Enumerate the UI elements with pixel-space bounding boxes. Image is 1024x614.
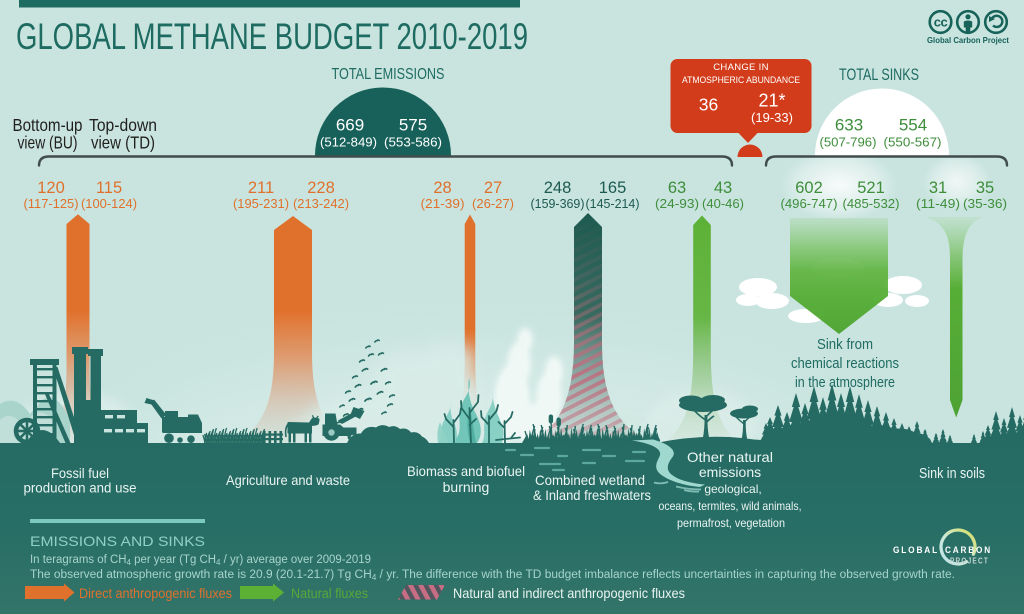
svg-text:TOTAL SINKS: TOTAL SINKS: [839, 66, 919, 84]
svg-text:(195-231): (195-231): [233, 196, 289, 211]
svg-text:63: 63: [668, 179, 686, 197]
svg-text:TOTAL EMISSIONS: TOTAL EMISSIONS: [332, 66, 445, 83]
svg-text:In teragrams of CH4 per year (: In teragrams of CH4 per year (Tg CH4 / y…: [30, 554, 371, 567]
svg-text:(100-124): (100-124): [81, 196, 137, 211]
svg-text:Global Carbon Project: Global Carbon Project: [927, 35, 1009, 45]
svg-text:(550-567): (550-567): [884, 135, 942, 150]
svg-text:Combined wetland: Combined wetland: [535, 472, 645, 488]
svg-text:cc: cc: [934, 15, 948, 30]
svg-text:Other natural: Other natural: [687, 449, 773, 465]
svg-text:521: 521: [857, 179, 885, 197]
svg-text:CARBON: CARBON: [945, 545, 992, 555]
svg-text:165: 165: [599, 179, 627, 197]
svg-text:575: 575: [399, 116, 427, 135]
svg-text:(507-796): (507-796): [820, 135, 877, 150]
svg-text:(159-369): (159-369): [531, 196, 585, 211]
svg-text:Sink from: Sink from: [817, 337, 873, 353]
svg-text:(496-747): (496-747): [781, 196, 838, 211]
svg-text:228: 228: [307, 179, 335, 197]
svg-text:(19-33): (19-33): [751, 110, 793, 125]
svg-text:(35-36): (35-36): [963, 196, 1007, 211]
svg-text:(26-27): (26-27): [472, 196, 514, 211]
svg-text:(40-46): (40-46): [702, 196, 744, 211]
svg-text:(485-532): (485-532): [843, 196, 900, 211]
svg-text:Top-down: Top-down: [89, 115, 157, 135]
svg-text:Biomass and biofuel: Biomass and biofuel: [407, 463, 525, 479]
svg-text:Bottom-up: Bottom-up: [13, 115, 83, 135]
svg-text:EMISSIONS AND SINKS: EMISSIONS AND SINKS: [30, 533, 205, 549]
svg-text:115: 115: [96, 179, 122, 197]
svg-text:(24-93): (24-93): [655, 196, 699, 211]
svg-text:(21-39): (21-39): [421, 196, 465, 211]
svg-text:27: 27: [484, 179, 502, 197]
svg-text:(11-49): (11-49): [916, 196, 960, 211]
svg-text:28: 28: [433, 179, 451, 197]
svg-text:view (TD): view (TD): [91, 133, 155, 153]
svg-text:36: 36: [699, 95, 718, 115]
svg-text:geological,: geological,: [704, 482, 761, 496]
svg-text:554: 554: [899, 116, 927, 135]
svg-text:in the atmosphere: in the atmosphere: [795, 375, 895, 391]
svg-text:CHANGE IN: CHANGE IN: [713, 62, 768, 73]
svg-text:oceans, termites, wild animals: oceans, termites, wild animals,: [659, 499, 802, 513]
svg-text:emissions: emissions: [699, 464, 761, 480]
svg-text:burning: burning: [443, 479, 490, 495]
svg-text:Direct anthropogenic fluxes: Direct anthropogenic fluxes: [79, 585, 232, 601]
svg-text:669: 669: [336, 116, 364, 135]
svg-text:43: 43: [714, 179, 732, 197]
svg-text:view (BU): view (BU): [18, 133, 78, 153]
svg-text:Agriculture and waste: Agriculture and waste: [226, 472, 350, 488]
svg-text:120: 120: [37, 179, 65, 197]
svg-text:35: 35: [976, 179, 994, 197]
svg-text:The observed atmospheric growt: The observed atmospheric growth rate is …: [30, 569, 955, 582]
svg-text:31: 31: [929, 179, 947, 197]
svg-text:GLOBAL METHANE BUDGET 2010-201: GLOBAL METHANE BUDGET 2010-2019: [16, 16, 528, 57]
svg-text:Sink in soils: Sink in soils: [919, 466, 985, 482]
svg-text:& Inland freshwaters: & Inland freshwaters: [533, 487, 651, 503]
svg-text:production and use: production and use: [24, 480, 137, 496]
svg-text:21*: 21*: [758, 91, 785, 111]
svg-text:248: 248: [544, 179, 572, 197]
svg-text:211: 211: [248, 179, 274, 197]
svg-text:(213-242): (213-242): [293, 196, 349, 211]
svg-text:(512-849): (512-849): [320, 135, 377, 150]
svg-text:Natural and indirect anthropog: Natural and indirect anthropogenic fluxe…: [453, 585, 685, 601]
svg-text:chemical reactions: chemical reactions: [791, 356, 899, 372]
svg-text:Natural fluxes: Natural fluxes: [291, 585, 368, 601]
svg-text:GLOBAL: GLOBAL: [893, 545, 939, 555]
svg-text:(145-214): (145-214): [586, 196, 640, 211]
svg-text:PROJECT: PROJECT: [950, 557, 989, 566]
svg-text:(553-586): (553-586): [384, 135, 442, 150]
svg-text:permafrost, vegetation: permafrost, vegetation: [677, 516, 785, 530]
svg-text:602: 602: [795, 179, 823, 197]
svg-text:Fossil fuel: Fossil fuel: [51, 465, 109, 481]
svg-text:633: 633: [835, 116, 863, 135]
svg-text:ATMOSPHERIC ABUNDANCE: ATMOSPHERIC ABUNDANCE: [682, 75, 800, 86]
svg-text:(117-125): (117-125): [24, 196, 79, 211]
